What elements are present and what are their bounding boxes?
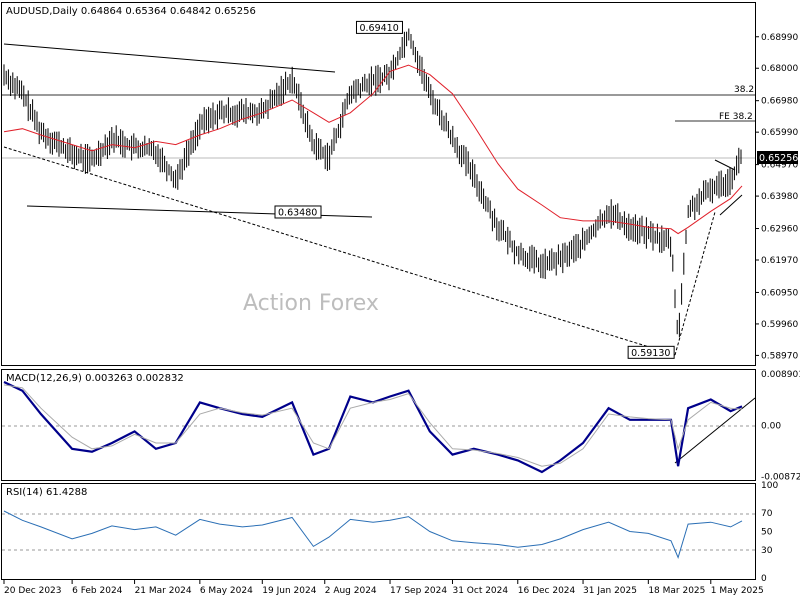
rsi-tick-label: 0	[761, 574, 767, 584]
watermark: Action Forex	[243, 291, 379, 316]
price-tick-label: 0.65990	[761, 128, 798, 138]
support-dotted-line	[3, 146, 676, 356]
date-tick-label: 6 Feb 2024	[72, 586, 123, 596]
rsi-panel	[1, 483, 756, 580]
price-annotation-label: 0.69410	[359, 23, 398, 34]
date-tick-label: 20 Dec 2023	[4, 586, 62, 596]
date-tick-label: 1 May 2025	[711, 586, 764, 596]
price-tick-label: 0.62960	[761, 225, 798, 235]
date-tick-label: 21 Mar 2024	[135, 586, 192, 596]
last-price-badge	[757, 151, 798, 164]
price-annotation-box	[355, 20, 403, 34]
price-tick-label: 0.59960	[761, 320, 798, 330]
price-tick-label: 0.66980	[761, 97, 798, 107]
macd-main-line	[3, 381, 743, 474]
macd-panel	[1, 369, 756, 481]
price-tick-label: 0.58970	[761, 351, 798, 361]
rsi-tick-label: 70	[761, 509, 773, 519]
price-annotation-label: 0.59130	[631, 348, 670, 359]
date-tick-label: 19 Jun 2024	[262, 586, 316, 596]
upper-channel-line	[3, 43, 336, 73]
date-tick-label: 2 Aug 2024	[325, 586, 377, 596]
macd-title: MACD(12,26,9) 0.003263 0.002832	[6, 373, 184, 384]
fib-38-label: 38.2	[734, 85, 754, 95]
price-tick-label: 0.60950	[761, 288, 798, 298]
date-tick-label: 6 May 2024	[200, 586, 253, 596]
macd-tick-label: 0.008901	[761, 370, 800, 380]
macd-signal-line	[3, 384, 743, 467]
macd-tick-label: -0.008729	[761, 472, 800, 482]
price-tick-label: 0.68000	[761, 64, 798, 74]
wedge-top-line	[714, 159, 736, 171]
chart-header: AUDUSD,Daily 0.64864 0.65364 0.64842 0.6…	[6, 6, 256, 17]
price-annotation-label: 0.63480	[278, 207, 317, 218]
price-panel	[1, 2, 756, 366]
rsi-line	[3, 510, 743, 559]
rsi-tick-label: 30	[761, 546, 773, 556]
rsi-title: RSI(14) 61.4288	[6, 487, 87, 498]
rsi-tick-label: 100	[761, 481, 778, 491]
price-tick-label: 0.68990	[761, 33, 798, 43]
price-annotation-box	[627, 345, 675, 359]
date-tick-label: 31 Oct 2024	[452, 586, 508, 596]
axis-ticks-layer: 0.68990 0.68000 0.66980 0.65990 0.64970 0.639…	[3, 33, 800, 596]
wedge-bottom-line	[719, 194, 743, 216]
last-price-label: 0.65256	[759, 153, 798, 164]
annotations-layer: 0.69410 0.63480 0.59130	[274, 20, 675, 359]
macd-tick-label: 0.00	[761, 422, 781, 432]
date-tick-label: 18 Mar 2025	[648, 586, 705, 596]
price-annotation-box	[274, 205, 322, 219]
price-tick-label: 0.64970	[761, 161, 798, 171]
date-tick-label: 16 Dec 2024	[518, 586, 576, 596]
date-tick-label: 31 Jan 2025	[583, 586, 637, 596]
price-tick-label: 0.61970	[761, 256, 798, 266]
fe-38-label: FE 38.2	[719, 112, 753, 122]
price-tick-label: 0.63980	[761, 192, 798, 202]
date-tick-label: 17 Sep 2024	[390, 586, 447, 596]
rsi-tick-label: 50	[761, 528, 773, 538]
moving-average-line	[3, 64, 743, 235]
